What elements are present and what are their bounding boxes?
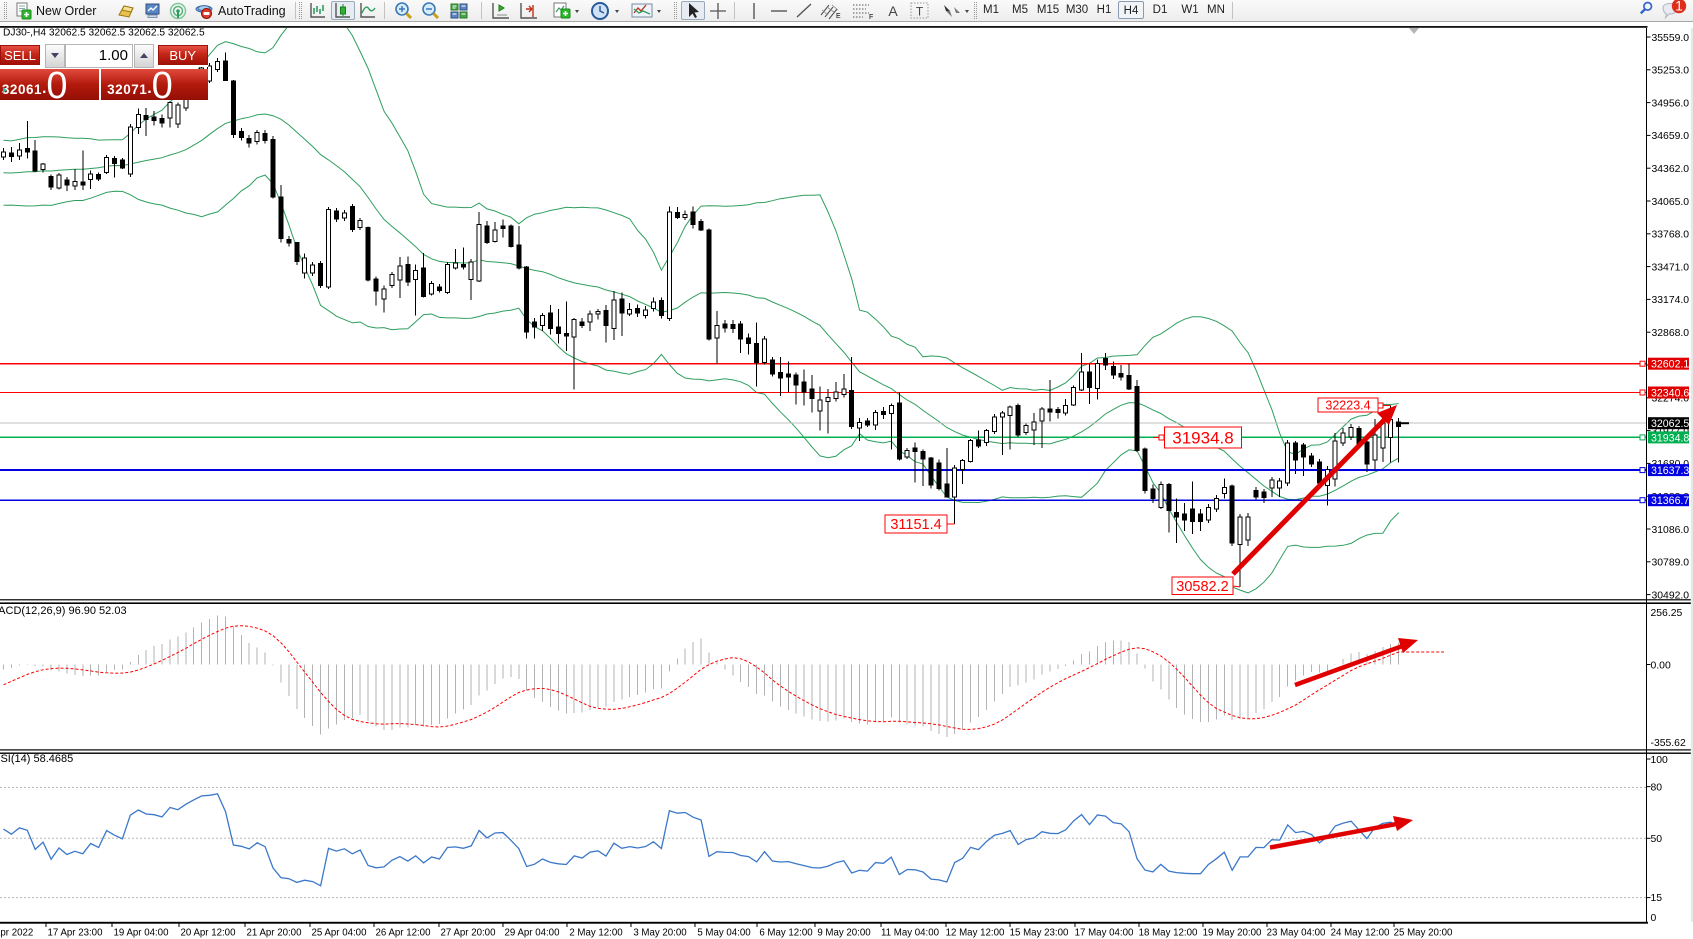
svg-text:32340.6: 32340.6 — [1651, 388, 1689, 400]
svg-text:19 Apr 04:00: 19 Apr 04:00 — [114, 928, 170, 939]
svg-text:-355.62: -355.62 — [1651, 738, 1686, 749]
svg-text:31637.3: 31637.3 — [1651, 465, 1689, 477]
svg-text:15 Apr 2022: 15 Apr 2022 — [0, 928, 33, 939]
svg-text:25 Apr 04:00: 25 Apr 04:00 — [312, 928, 368, 939]
svg-text:6 May 12:00: 6 May 12:00 — [759, 928, 813, 939]
svg-text:34065.0: 34065.0 — [1652, 197, 1690, 208]
svg-text:31151.4: 31151.4 — [890, 517, 941, 533]
svg-text:RSI(14) 58.4685: RSI(14) 58.4685 — [0, 753, 73, 765]
svg-text:15: 15 — [1651, 893, 1663, 904]
svg-text:32602.1: 32602.1 — [1651, 359, 1689, 371]
svg-text:35253.0: 35253.0 — [1652, 66, 1690, 77]
svg-text:12 May 12:00: 12 May 12:00 — [946, 928, 1005, 939]
svg-text:20 Apr 12:00: 20 Apr 12:00 — [181, 928, 237, 939]
svg-text:32062.5: 32062.5 — [1651, 418, 1689, 430]
svg-text:256.25: 256.25 — [1651, 608, 1683, 619]
svg-text:34956.0: 34956.0 — [1652, 98, 1690, 109]
svg-text:9 May 20:00: 9 May 20:00 — [817, 928, 871, 939]
svg-text:3 May 20:00: 3 May 20:00 — [633, 928, 687, 939]
svg-text:0: 0 — [1651, 913, 1657, 924]
svg-text:31934.8: 31934.8 — [1172, 429, 1233, 448]
svg-text:23 May 04:00: 23 May 04:00 — [1267, 928, 1326, 939]
svg-text:30492.0: 30492.0 — [1652, 590, 1690, 601]
svg-text:DJ30-,H4 32062.5 32062.5 3206: DJ30-,H4 32062.5 32062.5 32062.5 32062.5 — [3, 28, 205, 39]
svg-text:80: 80 — [1651, 782, 1663, 793]
svg-text:32274.0: 32274.0 — [1652, 394, 1690, 405]
svg-text:21 Apr 20:00: 21 Apr 20:00 — [247, 928, 303, 939]
svg-text:T: T — [916, 4, 924, 18]
svg-text:31086.0: 31086.0 — [1652, 525, 1690, 536]
svg-text:2 May 12:00: 2 May 12:00 — [569, 928, 623, 939]
svg-text:F: F — [869, 14, 873, 21]
svg-text:32223.4: 32223.4 — [1325, 399, 1370, 413]
svg-text:50: 50 — [1651, 834, 1663, 845]
svg-text:25 May 20:00: 25 May 20:00 — [1394, 928, 1453, 939]
svg-text:5 May 04:00: 5 May 04:00 — [697, 928, 751, 939]
svg-text:E: E — [836, 13, 841, 20]
svg-text:17 Apr 23:00: 17 Apr 23:00 — [48, 928, 104, 939]
svg-text:34659.0: 34659.0 — [1652, 131, 1690, 142]
svg-text:27 Apr 20:00: 27 Apr 20:00 — [441, 928, 497, 939]
svg-text:33768.0: 33768.0 — [1652, 230, 1690, 241]
svg-text:31366.7: 31366.7 — [1651, 495, 1689, 507]
svg-text:33174.0: 33174.0 — [1652, 295, 1690, 306]
svg-text:35559.0: 35559.0 — [1652, 33, 1690, 44]
svg-text:26 Apr 12:00: 26 Apr 12:00 — [376, 928, 432, 939]
svg-text:0.00: 0.00 — [1651, 660, 1671, 671]
svg-text:MACD(12,26,9) 96.90 52.03: MACD(12,26,9) 96.90 52.03 — [0, 605, 127, 617]
svg-text:11 May 04:00: 11 May 04:00 — [881, 928, 940, 939]
svg-text:A: A — [888, 3, 898, 19]
svg-text:29 Apr 04:00: 29 Apr 04:00 — [505, 928, 561, 939]
svg-text:34362.0: 34362.0 — [1652, 164, 1690, 175]
svg-text:1: 1 — [1675, 0, 1683, 14]
svg-text:24 May 12:00: 24 May 12:00 — [1331, 928, 1390, 939]
svg-text:15 May 23:00: 15 May 23:00 — [1010, 928, 1069, 939]
svg-text:100: 100 — [1651, 755, 1669, 766]
svg-text:31934.8: 31934.8 — [1651, 432, 1689, 444]
svg-text:18 May 12:00: 18 May 12:00 — [1139, 928, 1198, 939]
svg-text:30789.0: 30789.0 — [1652, 558, 1690, 569]
svg-text:32868.0: 32868.0 — [1652, 328, 1690, 339]
svg-text:33471.0: 33471.0 — [1652, 262, 1690, 273]
svg-text:19 May 20:00: 19 May 20:00 — [1203, 928, 1262, 939]
svg-text:17 May 04:00: 17 May 04:00 — [1075, 928, 1134, 939]
svg-text:30582.2: 30582.2 — [1176, 579, 1228, 595]
